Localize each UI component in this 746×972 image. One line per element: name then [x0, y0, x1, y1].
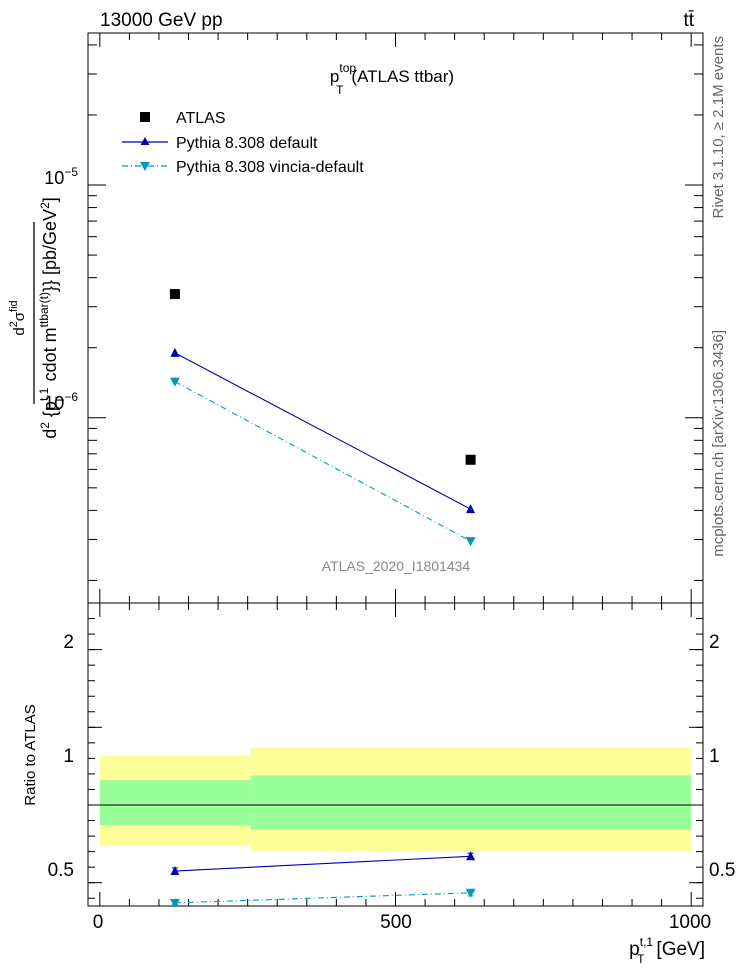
legend-marker-vincia — [140, 162, 150, 171]
ratio-point-2-0 — [169, 898, 180, 908]
x-tick-labels: 0 500 1000 — [93, 912, 711, 933]
x-tick-label-1000: 1000 — [669, 912, 711, 933]
ratio-series-layer — [169, 851, 476, 908]
y-tick-label-1e-5: 10−5 — [44, 165, 78, 188]
legend-marker-default — [140, 137, 150, 145]
data-point-1-0 — [170, 347, 180, 357]
analysis-label: ATLAS_2020_I1801434 — [322, 558, 471, 574]
process-label: tt̄ — [683, 10, 694, 31]
legend-label-atlas: ATLAS — [176, 110, 226, 127]
svg-text:d2σfid: d2σfid — [8, 300, 28, 335]
ratio-tick-label-2-right: 2 — [709, 632, 720, 653]
series-line-2 — [174, 381, 471, 542]
ratio-y-tick-labels-right: 2 1 0.5 — [709, 632, 735, 881]
uncertainty-band-inner — [250, 775, 692, 830]
uncertainty-band-inner — [99, 780, 251, 826]
ratio-line-1 — [174, 855, 471, 872]
legend-label-default: Pythia 8.308 default — [176, 135, 318, 152]
rivet-label: Rivet 3.1.10, ≥ 2.1M events — [710, 36, 727, 219]
svg-text:d2 {pt,1T cdot mttbar(t)}} [pb: d2 {pt,1 T cdot mttbar(t)}} [pb/GeV2] — [37, 197, 67, 439]
legend-label-vincia: Pythia 8.308 vincia-default — [176, 159, 364, 176]
data-point-2-0 — [169, 377, 180, 387]
ratio-tick-label-1-right: 1 — [709, 746, 720, 767]
plot-title: ptop T(ATLAS ttbar) — [330, 61, 454, 97]
main-y-axis-label: d2σfid d2 {pt,1 T cdot mttbar(t)}} [pb/Ge… — [8, 197, 67, 439]
series-line-1 — [174, 352, 471, 510]
ratio-axis-ticks — [88, 603, 703, 906]
legend-marker-atlas — [140, 112, 150, 122]
ratio-bands — [99, 747, 692, 852]
ratio-point-1-0 — [170, 866, 180, 876]
ratio-point-2-1 — [465, 888, 476, 898]
ratio-tick-label-2: 2 — [63, 632, 74, 653]
data-point-2-1 — [465, 537, 476, 547]
data-point-0-1 — [465, 454, 476, 465]
x-tick-label-0: 0 — [93, 912, 104, 933]
data-point-1-1 — [466, 504, 476, 514]
legend: ATLAS Pythia 8.308 default Pythia 8.308 … — [122, 110, 364, 176]
mcplots-label: mcplots.cern.ch [arXiv:1306.3436] — [710, 330, 727, 557]
ratio-panel: 2 1 0.5 2 1 0.5 Ratio to ATLAS 0 500 100… — [22, 602, 735, 966]
ratio-line-2 — [174, 892, 471, 904]
ratio-tick-label-0.5: 0.5 — [48, 860, 74, 881]
main-panel: 10−6 10−5 ptop T(ATLAS ttbar) ATLAS Pythi… — [8, 32, 704, 604]
x-tick-label-500: 500 — [380, 912, 412, 933]
main-series-layer — [169, 289, 476, 547]
ratio-tick-label-1: 1 — [63, 746, 74, 767]
ratio-y-axis-label: Ratio to ATLAS — [22, 704, 39, 805]
collision-label: 13000 GeV pp — [100, 10, 223, 31]
main-axis-ticks — [88, 33, 703, 603]
x-axis-label: pt,1 T [GeV] — [629, 935, 705, 966]
ratio-tick-label-0.5-right: 0.5 — [709, 860, 735, 881]
ratio-point-1-1 — [466, 851, 476, 861]
ratio-y-tick-labels-left: 2 1 0.5 — [48, 632, 74, 881]
data-point-0-0 — [169, 289, 180, 300]
